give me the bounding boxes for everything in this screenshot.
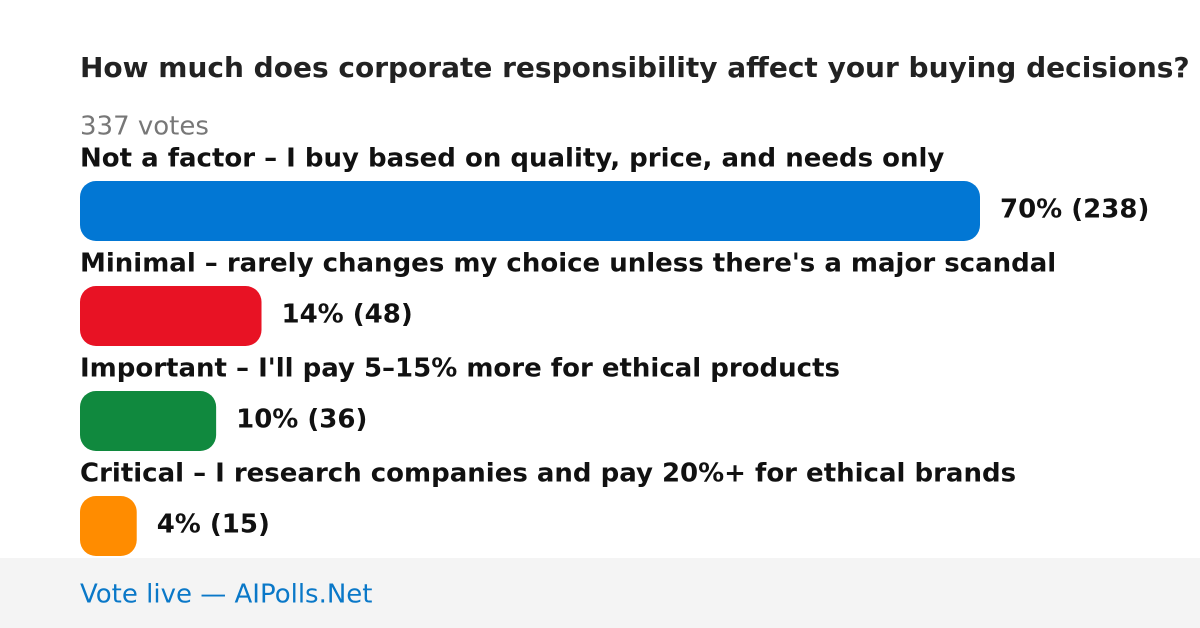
- bar: [80, 181, 980, 241]
- value-label: 14% (48): [282, 300, 413, 330]
- bar: [80, 286, 262, 346]
- bar: [80, 391, 217, 451]
- vote-count: 337 votes: [80, 112, 209, 142]
- value-label: 70% (238): [1000, 195, 1149, 225]
- value-label: 4% (15): [157, 510, 270, 540]
- bar: [80, 496, 137, 556]
- value-label: 10% (36): [236, 405, 367, 435]
- option-label: Not a factor – I buy based on quality, p…: [80, 144, 944, 174]
- poll-title: How much does corporate responsibility a…: [80, 51, 1190, 84]
- option-label: Minimal – rarely changes my choice unles…: [80, 249, 1056, 279]
- option-label: Critical – I research companies and pay …: [80, 459, 1016, 489]
- option-label: Important – I'll pay 5–15% more for ethi…: [80, 354, 840, 384]
- footer-link[interactable]: Vote live — AIPolls.Net: [80, 580, 373, 610]
- footer-bar: [0, 558, 1200, 628]
